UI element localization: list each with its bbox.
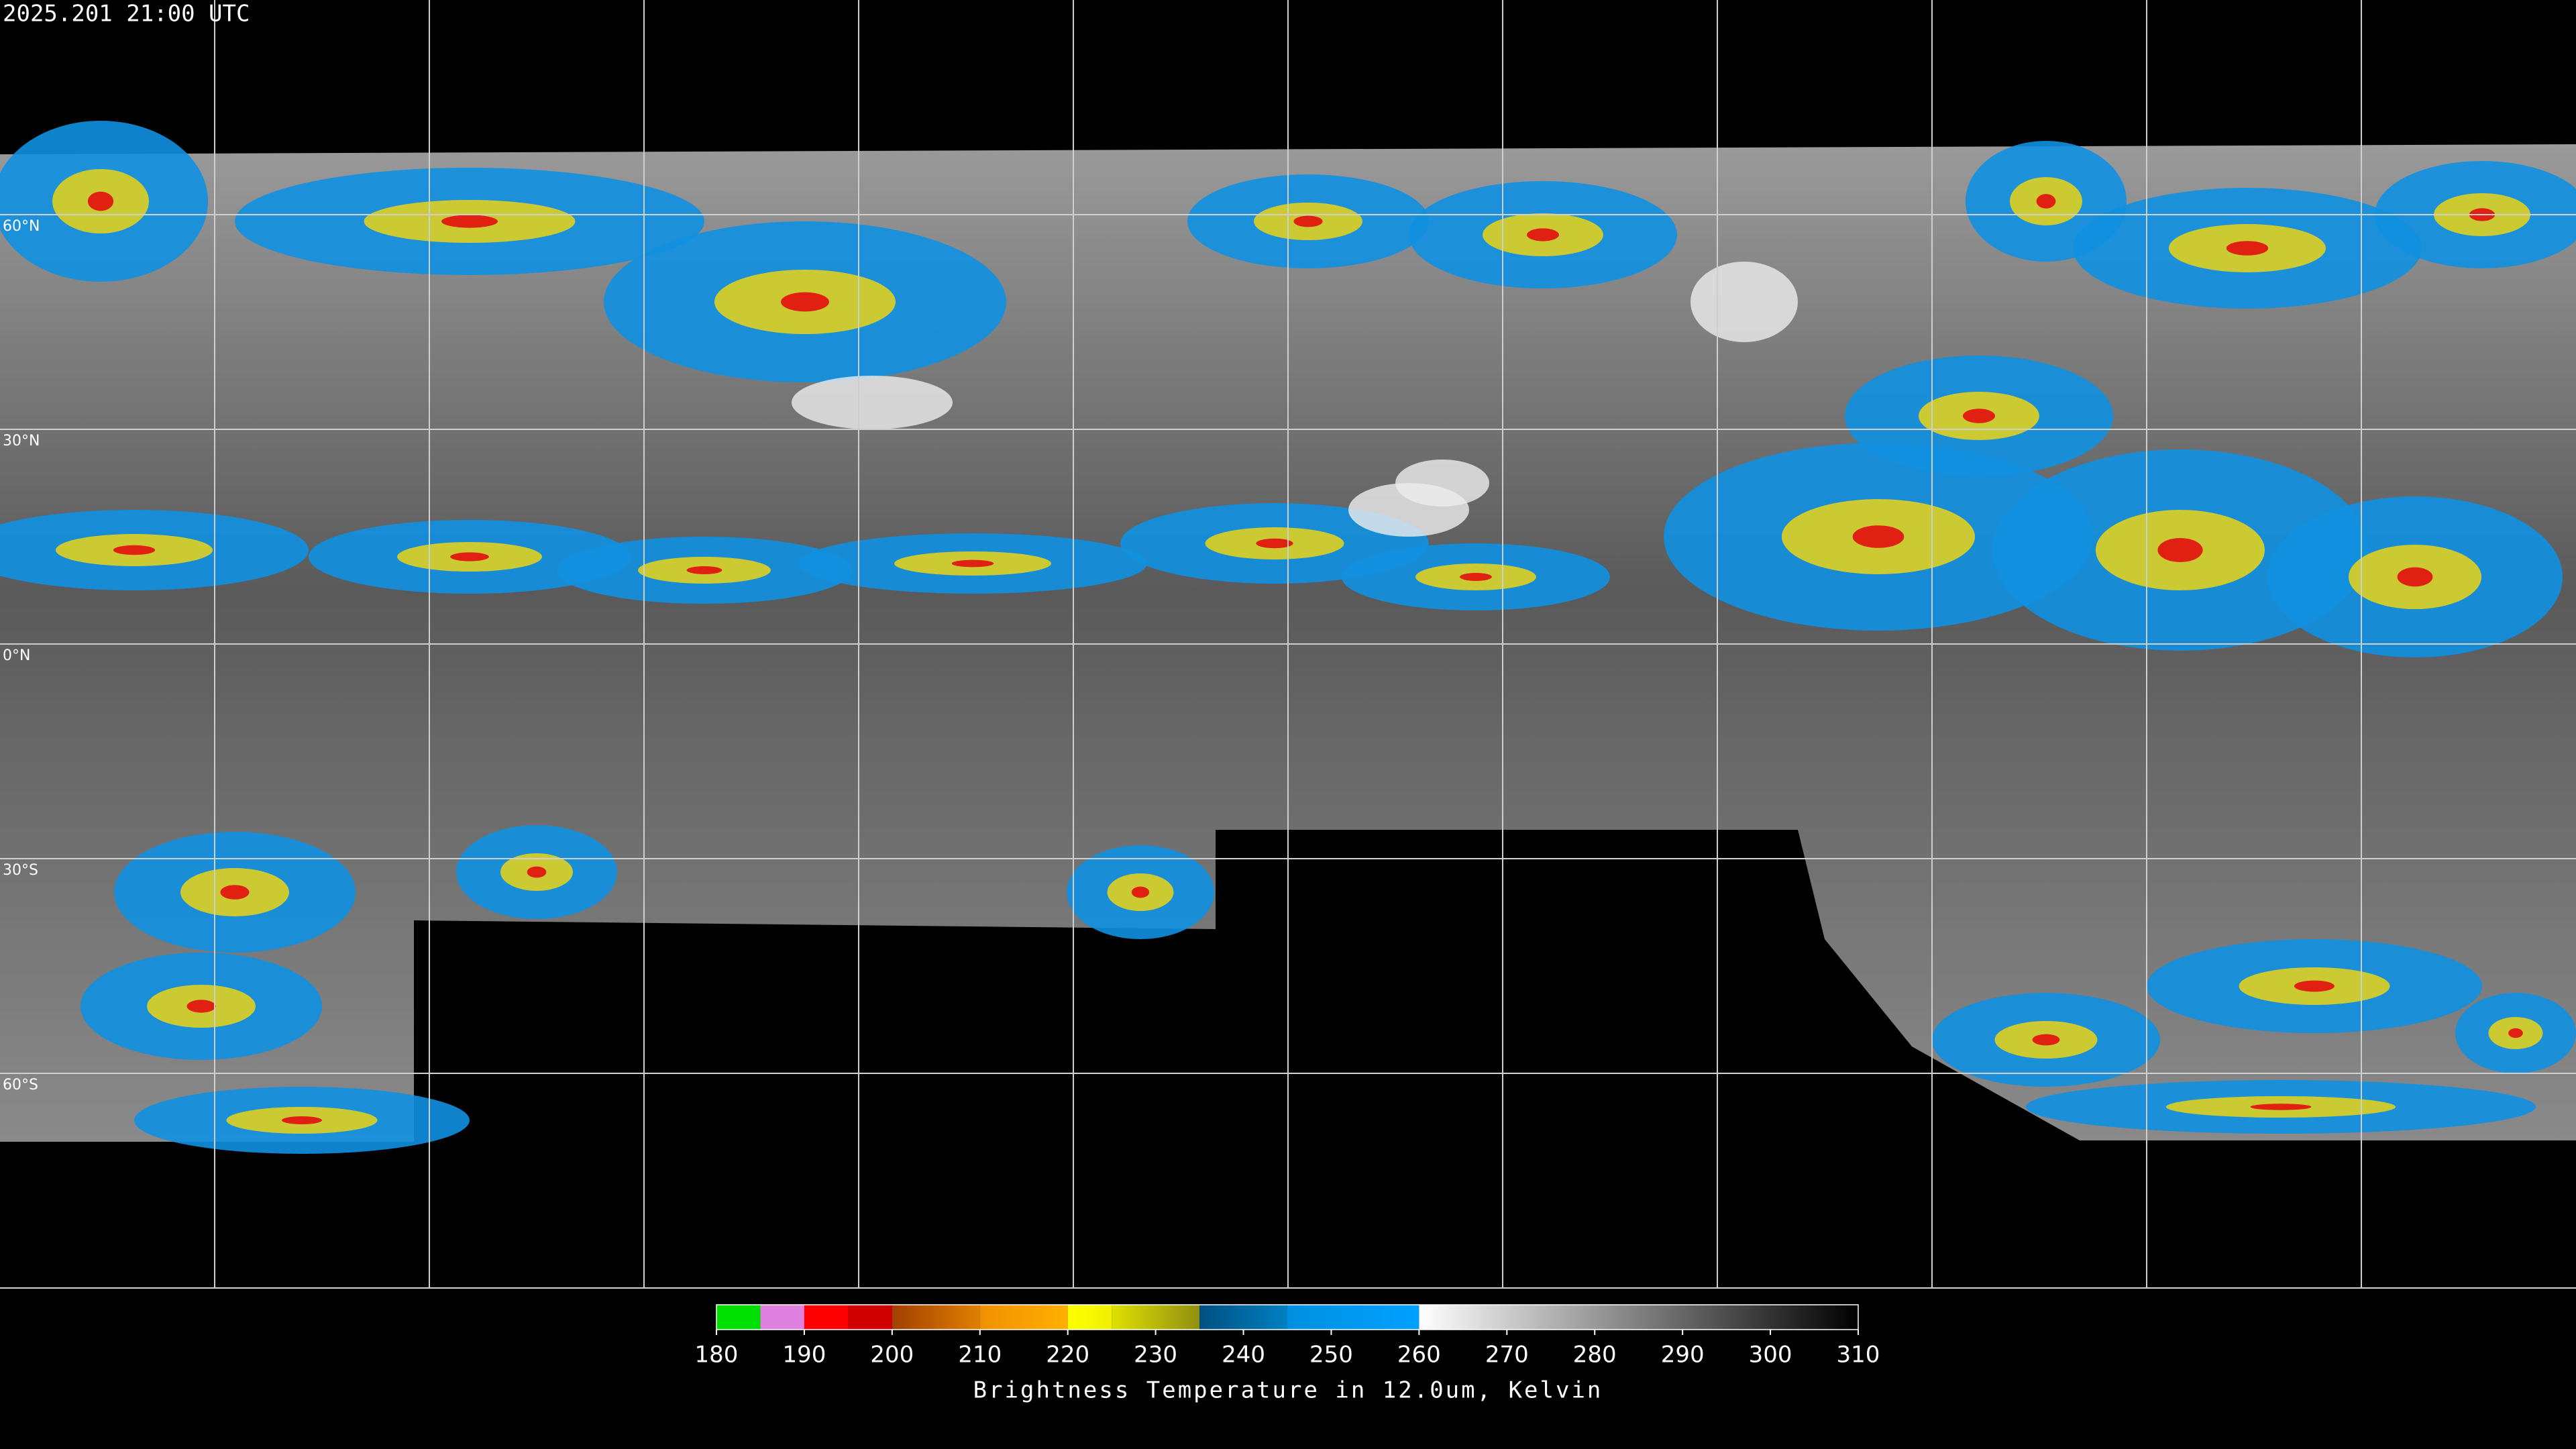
colorbar-label: Brightness Temperature in 12.0um, Kelvin [973,1377,1603,1404]
colorbar-tick-label: 270 [1485,1342,1529,1368]
cloud-core [2157,538,2203,562]
colorbar-segment [1419,1305,1858,1330]
cloud-core [113,545,156,555]
cloud-core [2397,567,2433,587]
cloud-core [686,566,722,574]
cloud-core [2226,241,2269,256]
colorbar-tick-label: 240 [1222,1342,1265,1368]
colorbar-tick-label: 250 [1309,1342,1353,1368]
colorbar-frame [716,1304,1859,1330]
cloud-core [1256,538,1293,549]
cloud-core [441,215,498,228]
cloud-white [1395,460,1489,506]
colorbar-tick-label: 290 [1661,1342,1705,1368]
cloud-core [527,866,547,878]
colorbar-tick-label: 300 [1749,1342,1792,1368]
cloud-core [220,885,250,900]
colorbar-tick-label: 280 [1573,1342,1617,1368]
cloud-core [1460,573,1492,581]
colorbar-tick-label: 230 [1134,1342,1177,1368]
cloud-core [2250,1104,2312,1110]
colorbar-segment [848,1305,892,1330]
cloud-core [1963,409,1995,423]
latitude-label: 30°N [3,433,40,449]
cloud-core [1293,215,1323,227]
cloud-core [87,191,114,211]
cloud-core [1131,886,1150,898]
colorbar-tick-label: 260 [1397,1342,1441,1368]
colorbar-tick-label: 220 [1046,1342,1089,1368]
colorbar-segment [1199,1305,1287,1330]
latitude-label: 30°S [3,862,38,879]
colorbar-segment [892,1305,980,1330]
colorbar-tick-label: 200 [870,1342,914,1368]
cloud-imagery [0,121,2576,1154]
colorbar-segment [716,1305,761,1330]
cloud-white [792,376,953,429]
colorbar-segment [1067,1305,1112,1330]
cloud-core [2032,1034,2060,1046]
colorbar-tick-label: 210 [958,1342,1002,1368]
cloud-core [2508,1028,2523,1038]
cloud-core [186,1000,216,1013]
colorbar-segment [760,1305,804,1330]
colorbar-tick-label: 180 [695,1342,739,1368]
colorbar-segment [1112,1305,1200,1330]
cloud-core [781,292,829,312]
cloud-core [2036,194,2056,209]
cloud-core [1527,228,1559,241]
cloud-core [1852,525,1904,548]
cloud-core [2294,980,2334,992]
latitude-label: 60°N [3,218,40,235]
cloud-core [951,559,994,568]
cloud-core [282,1116,322,1124]
colorbar-segment [979,1305,1068,1330]
cloud-core [450,552,489,561]
colorbar-segment [804,1305,849,1330]
colorbar-segment [1287,1305,1419,1330]
cloud-white [1690,262,1798,342]
graticule: 60°N 30°N 0°N 30°S 60°S [0,0,2576,1289]
latitude-label: 0°N [3,647,30,664]
colorbar-tick-label: 310 [1837,1342,1880,1368]
colorbar-tick-label: 190 [782,1342,826,1368]
timestamp: 2025.201 21:00 UTC [3,1,250,28]
latitude-label: 60°S [3,1077,38,1093]
